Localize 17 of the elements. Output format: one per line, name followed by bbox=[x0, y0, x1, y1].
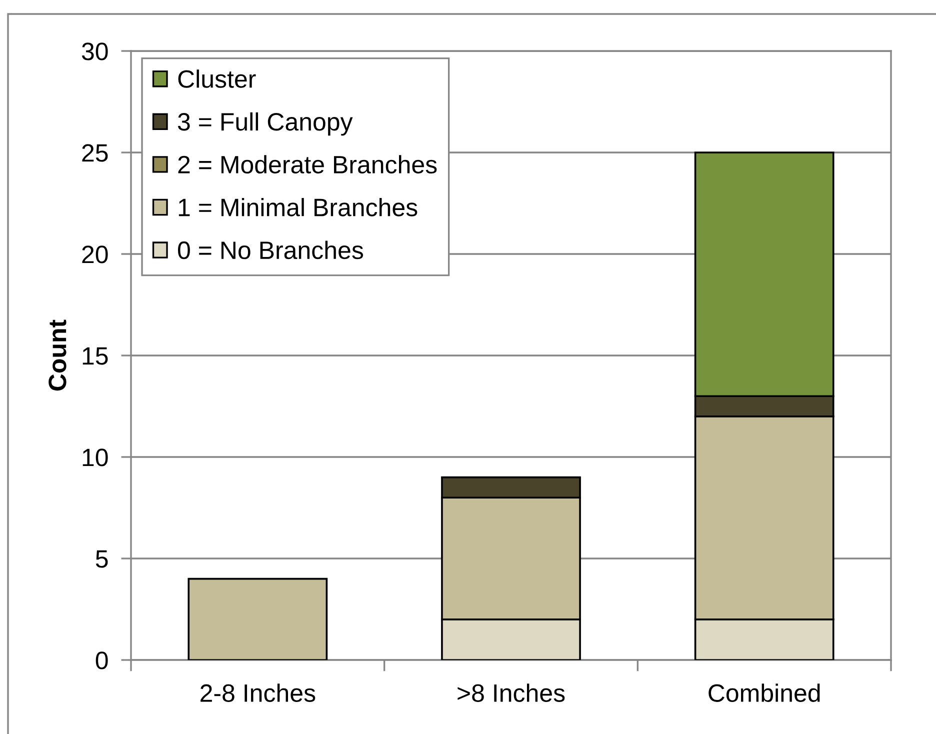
y-tick-label: 0 bbox=[96, 652, 108, 670]
legend-label: 3 = Full Canopy bbox=[178, 112, 353, 136]
x-tick-label: Combined bbox=[708, 684, 820, 702]
x-tick-label: 2-8 Inches bbox=[200, 684, 316, 702]
y-tick-label: 10 bbox=[82, 448, 108, 466]
bar bbox=[188, 578, 328, 660]
y-tick-label: 15 bbox=[82, 347, 108, 365]
y-tick-label: 25 bbox=[82, 144, 108, 162]
y-tick-label: 20 bbox=[82, 246, 108, 264]
y-tick-label: 30 bbox=[82, 42, 108, 60]
legend-label: 1 = Minimal Branches bbox=[178, 198, 418, 216]
legend-label: 2 = Moderate Branches bbox=[178, 155, 437, 174]
x-tick-label: >8 Inches bbox=[458, 684, 565, 702]
y-axis-title: Count bbox=[48, 320, 66, 391]
legend-label: 0 = No Branches bbox=[178, 240, 364, 260]
legend-label: Cluster bbox=[178, 70, 256, 88]
y-tick-label: 5 bbox=[96, 550, 108, 568]
